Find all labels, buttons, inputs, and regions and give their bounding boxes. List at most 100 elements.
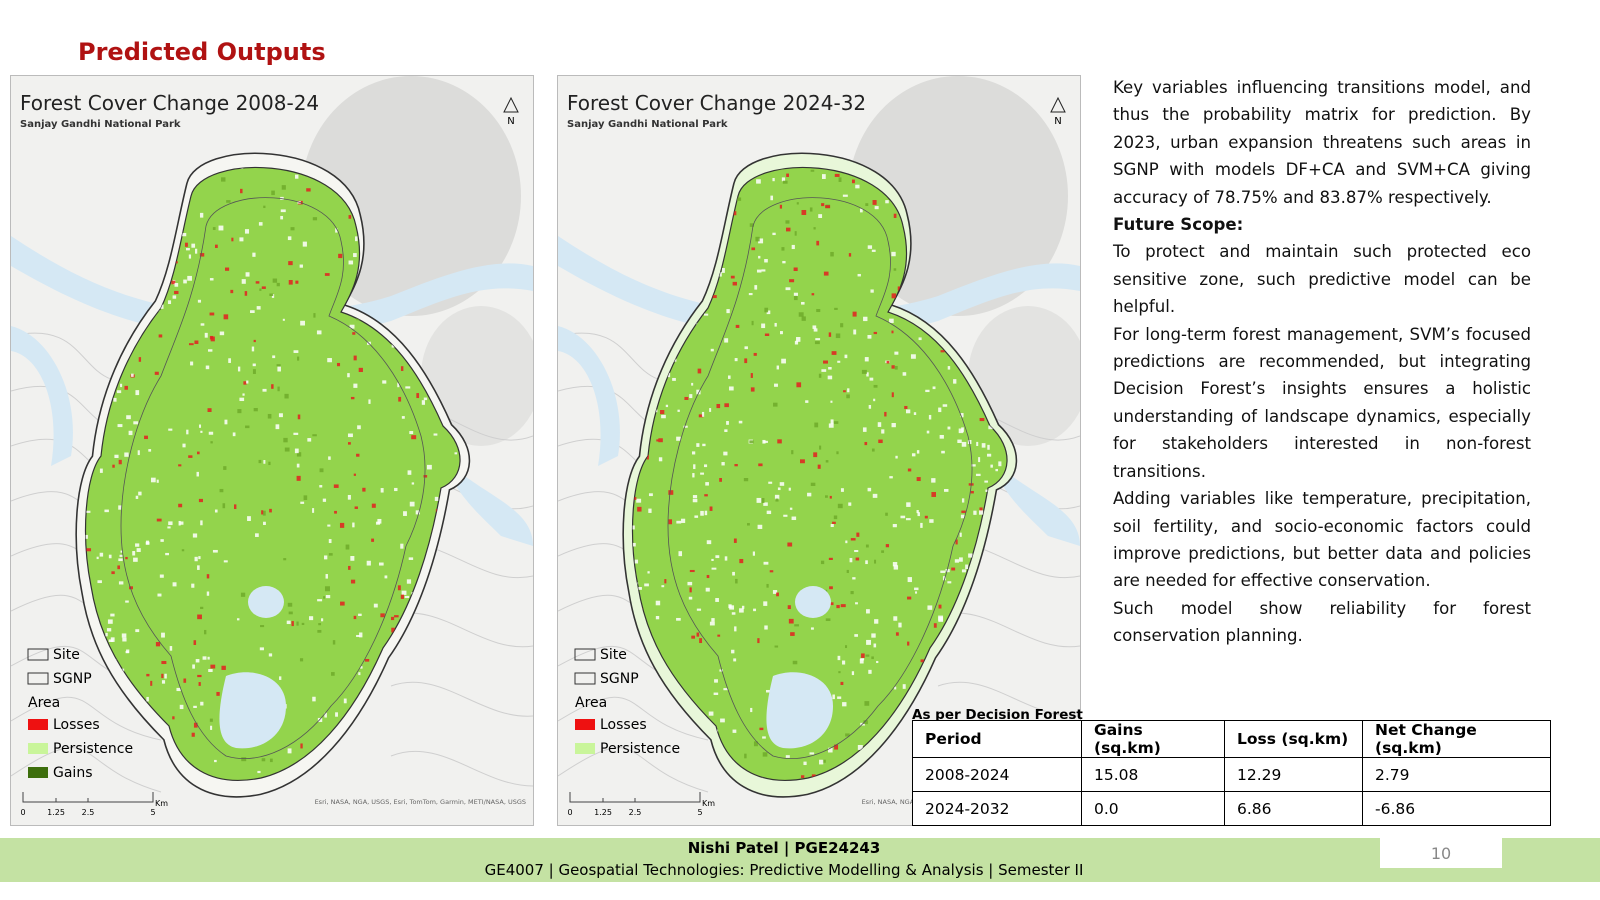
texture-speck xyxy=(335,228,338,233)
texture-speck xyxy=(230,289,234,294)
texture-speck xyxy=(764,625,768,630)
texture-speck xyxy=(433,433,438,436)
texture-speck xyxy=(739,608,744,613)
texture-speck xyxy=(865,654,870,657)
texture-speck xyxy=(280,209,286,213)
texture-speck xyxy=(276,282,280,287)
texture-speck xyxy=(261,286,266,289)
texture-speck xyxy=(861,369,867,374)
legend-label: Losses xyxy=(53,717,100,733)
texture-speck xyxy=(252,363,256,367)
texture-speck xyxy=(689,569,695,573)
texture-speck xyxy=(167,300,172,305)
texture-speck xyxy=(733,658,737,662)
road xyxy=(11,747,162,793)
texture-speck xyxy=(987,453,992,457)
texture-speck xyxy=(186,248,190,251)
texture-speck xyxy=(947,426,951,430)
texture-speck xyxy=(851,179,855,184)
texture-speck xyxy=(400,366,404,371)
texture-speck xyxy=(209,278,214,281)
texture-speck xyxy=(865,544,869,548)
texture-speck xyxy=(744,753,747,759)
texture-speck xyxy=(172,716,175,720)
texture-speck xyxy=(647,571,650,574)
texture-speck xyxy=(692,498,698,503)
texture-speck xyxy=(705,587,710,592)
texture-speck xyxy=(364,658,370,662)
texture-speck xyxy=(319,485,323,488)
texture-speck xyxy=(198,424,202,428)
texture-speck xyxy=(302,241,307,247)
texture-speck xyxy=(658,457,663,462)
texture-speck xyxy=(135,629,140,633)
texture-speck xyxy=(331,672,335,676)
scale-label: 1.25 xyxy=(47,808,65,817)
texture-speck xyxy=(168,428,173,431)
texture-speck xyxy=(867,334,872,339)
texture-speck xyxy=(354,506,358,509)
texture-speck xyxy=(938,616,944,622)
texture-speck xyxy=(296,463,300,468)
texture-speck xyxy=(731,612,736,615)
cell: 6.86 xyxy=(1224,791,1363,826)
texture-speck xyxy=(239,397,245,402)
texture-speck xyxy=(194,340,199,344)
texture-speck xyxy=(335,712,338,717)
texture-speck xyxy=(833,421,839,424)
texture-speck xyxy=(849,558,853,563)
texture-speck xyxy=(146,540,150,545)
texture-speck xyxy=(237,409,242,414)
texture-speck xyxy=(735,578,738,584)
texture-speck xyxy=(421,400,426,405)
texture-speck xyxy=(306,188,311,192)
texture-speck xyxy=(191,732,195,737)
texture-speck xyxy=(961,498,965,503)
texture-speck xyxy=(845,540,848,544)
texture-speck xyxy=(218,225,224,231)
texture-speck xyxy=(863,720,868,725)
texture-speck xyxy=(815,338,821,341)
texture-speck xyxy=(803,761,807,766)
texture-speck xyxy=(223,466,227,470)
texture-speck xyxy=(188,455,193,458)
texture-speck xyxy=(719,478,722,482)
texture-speck xyxy=(715,598,719,602)
hillshade xyxy=(968,306,1080,446)
texture-speck xyxy=(271,190,275,196)
texture-speck xyxy=(837,655,841,661)
texture-speck xyxy=(917,512,920,517)
texture-speck xyxy=(324,586,330,592)
texture-speck xyxy=(353,615,357,620)
texture-speck xyxy=(197,451,200,455)
texture-speck xyxy=(834,173,840,177)
texture-speck xyxy=(732,571,735,576)
texture-speck xyxy=(916,510,919,514)
texture-speck xyxy=(889,476,893,479)
texture-speck xyxy=(122,637,127,642)
texture-speck xyxy=(782,180,788,184)
texture-speck xyxy=(380,488,384,493)
texture-speck xyxy=(894,365,898,370)
texture-speck xyxy=(272,355,276,359)
texture-speck xyxy=(840,323,844,328)
texture-speck xyxy=(371,503,376,508)
texture-speck xyxy=(732,281,737,286)
texture-speck xyxy=(165,552,170,556)
texture-speck xyxy=(801,316,806,321)
texture-speck xyxy=(898,622,902,628)
texture-speck xyxy=(200,520,203,526)
texture-speck xyxy=(779,331,783,335)
texture-speck xyxy=(362,487,366,492)
texture-speck xyxy=(194,556,198,562)
texture-speck xyxy=(328,553,333,556)
texture-speck xyxy=(174,290,179,295)
texture-speck xyxy=(366,560,371,566)
texture-speck xyxy=(876,660,879,664)
texture-speck xyxy=(960,514,965,519)
texture-speck xyxy=(790,632,795,636)
texture-speck xyxy=(823,360,828,364)
texture-speck xyxy=(209,312,215,316)
texture-speck xyxy=(318,623,322,626)
footer-course: GE4007 | Geospatial Technologies: Predic… xyxy=(484,861,1084,879)
